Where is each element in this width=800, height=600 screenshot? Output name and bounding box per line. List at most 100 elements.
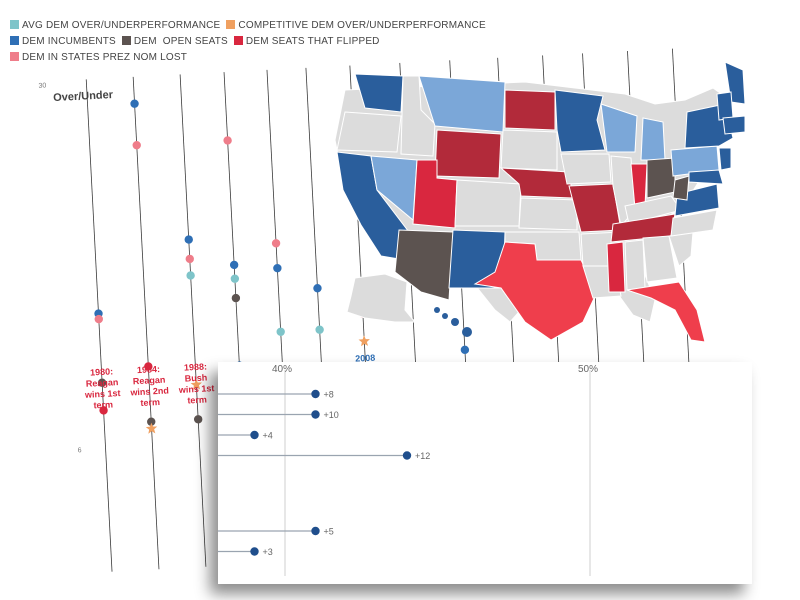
state-texas	[473, 241, 598, 341]
legend-item: AVG DEM OVER/UNDERPERFORMANCE	[10, 18, 220, 34]
us-map-svg	[334, 61, 745, 343]
delta-label: +8	[324, 390, 334, 400]
state-alabama	[624, 239, 646, 291]
data-point	[184, 235, 193, 244]
state-iowa	[560, 153, 612, 185]
data-point	[273, 263, 282, 273]
annotation-text: term	[93, 399, 113, 410]
annotation-text: term	[140, 397, 160, 408]
state-maryland	[688, 169, 724, 185]
state-mississippi	[606, 241, 626, 293]
end-dot	[402, 451, 412, 460]
state-colorado	[454, 179, 522, 227]
legend-swatch	[233, 36, 243, 45]
star-marker	[358, 335, 370, 347]
data-point	[99, 406, 108, 415]
chart-legend: AVG DEM OVER/UNDERPERFORMANCE COMPETITIVE…	[10, 18, 550, 66]
state-washington	[354, 73, 404, 113]
annotation-text: Reagan	[133, 375, 166, 387]
legend-label: COMPETITIVE DEM OVER/UNDERPERFORMANCE	[238, 20, 486, 31]
state-michigan	[640, 117, 666, 161]
end-dot	[250, 430, 259, 440]
y-tick-top: 30	[38, 82, 46, 89]
end-dot	[250, 547, 259, 556]
data-point	[231, 293, 241, 303]
data-point	[130, 99, 139, 108]
state-south-dakota	[500, 129, 558, 171]
star-marker	[190, 378, 202, 390]
data-point	[276, 327, 285, 336]
legend-label: OPEN SEATS	[162, 36, 228, 47]
state-ohio	[646, 157, 676, 199]
x-tick-50: 50%	[578, 364, 598, 375]
state-north-dakota	[504, 89, 556, 131]
annotation-text: term	[187, 395, 207, 406]
delta-label: +4	[263, 431, 273, 441]
delta-label: +12	[415, 451, 430, 461]
annotation-text: 2008	[355, 353, 376, 364]
star-marker	[145, 422, 158, 434]
end-dot	[311, 389, 320, 399]
state-florida	[626, 281, 706, 343]
state-hawaii	[434, 307, 472, 337]
data-point	[460, 345, 470, 355]
legend-item: DEM	[121, 34, 157, 50]
annotation-text: wins 1st	[178, 383, 215, 395]
delta-label: +10	[324, 410, 339, 420]
state-wisconsin	[600, 103, 638, 153]
state-georgia	[642, 235, 678, 283]
legend-label: AVG DEM OVER/UNDERPERFORMANCE	[22, 20, 221, 31]
data-point	[229, 260, 239, 270]
state-west-virginia	[672, 175, 690, 201]
data-point	[132, 141, 141, 150]
dumbbell-chart: 40% 50% AZ (Kelly)✓+8GA (Warnock)✓+10NV …	[218, 364, 598, 576]
legend-swatch	[10, 52, 19, 61]
data-point	[230, 274, 240, 283]
data-point	[313, 284, 322, 293]
data-point	[315, 325, 324, 334]
state-massachusetts	[722, 115, 745, 135]
legend-swatch	[10, 36, 19, 45]
annotation-text: wins 1st	[84, 388, 121, 400]
state-new-jersey	[718, 147, 732, 171]
state-kansas	[518, 197, 578, 231]
annotation-text: 1980:	[90, 366, 114, 377]
x-tick-40: 40%	[272, 364, 292, 375]
state-vermont-nh	[716, 91, 734, 121]
y-axis-label: Over/Under	[53, 89, 114, 104]
annotation-text: Bush	[185, 372, 208, 383]
timeline-gridline	[85, 79, 113, 572]
data-point	[271, 239, 281, 248]
end-dot	[311, 526, 320, 536]
timeline-gridline	[179, 74, 207, 567]
data-point	[97, 378, 107, 387]
legend-item: OPEN SEATS	[163, 34, 228, 50]
data-point	[193, 415, 203, 424]
state-minnesota	[554, 89, 606, 153]
legend-item: COMPETITIVE DEM OVER/UNDERPERFORMANCE	[226, 18, 486, 34]
state-oregon	[336, 111, 402, 153]
delta-label: +3	[263, 547, 273, 557]
timeline-gridline	[132, 76, 160, 570]
annotation-text: 1984:	[137, 364, 161, 375]
state-wyoming	[434, 129, 502, 179]
state-north-carolina	[670, 209, 718, 237]
annotation-text: wins 2nd	[129, 385, 169, 397]
state-nebraska	[499, 167, 574, 199]
annotation-text: Reagan	[86, 377, 119, 389]
legend-swatch	[226, 20, 236, 29]
us-map	[325, 60, 745, 370]
data-point	[147, 417, 156, 426]
legend-item: DEM SEATS THAT FLIPPED	[233, 34, 380, 50]
legend-item: DEM INCUMBENTS	[10, 34, 116, 50]
dumbbell-chart-card: 40% 50% AZ (Kelly)✓+8GA (Warnock)✓+10NV …	[218, 362, 752, 584]
y-tick-bottom: 6	[77, 447, 81, 454]
data-point	[144, 362, 153, 371]
state-alaska	[346, 273, 417, 323]
legend-swatch	[10, 20, 19, 29]
state-arizona	[394, 229, 454, 301]
end-dot	[311, 410, 320, 419]
legend-label: DEM	[133, 36, 157, 47]
data-point	[186, 271, 195, 280]
annotation-text: 1988:	[184, 361, 208, 372]
